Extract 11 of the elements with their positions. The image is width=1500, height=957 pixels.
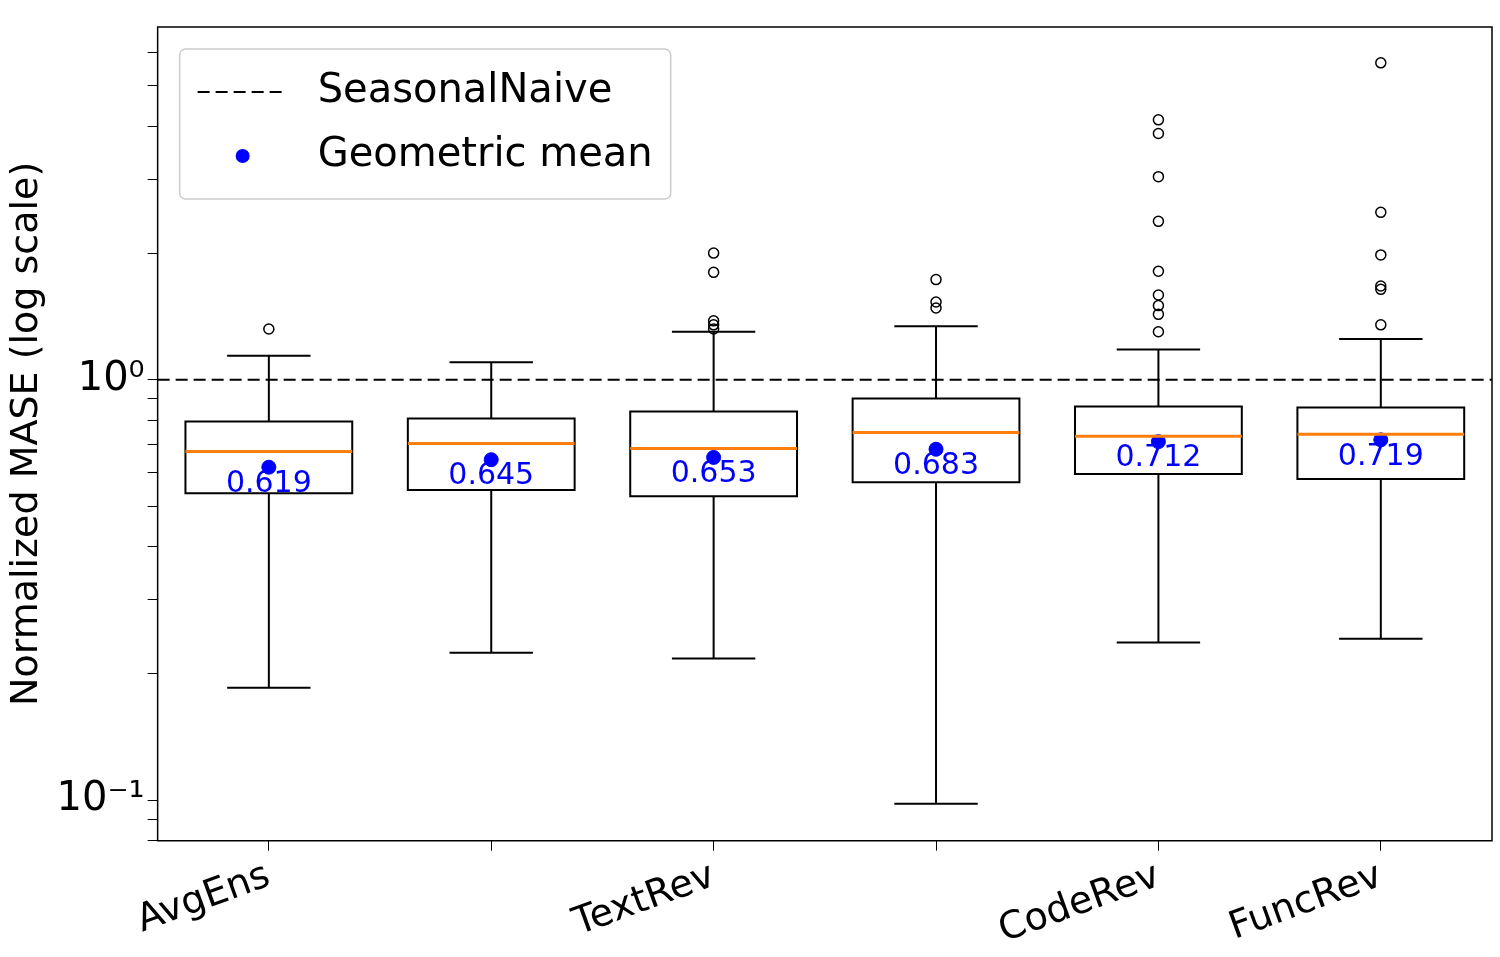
y-tick-label: 10⁰ (77, 353, 145, 400)
legend-label: SeasonalNaive (317, 65, 613, 112)
data-label: 0.719 (1337, 436, 1424, 472)
y-tick-label: 10⁻¹ (56, 773, 145, 820)
data-label: 0.653 (670, 454, 757, 490)
data-label: 0.683 (893, 446, 979, 482)
data-label: 0.619 (225, 464, 312, 499)
legend-label: Geometric mean (317, 129, 653, 176)
data-label: 0.712 (1115, 438, 1202, 474)
y-axis-title: Normalized MASE (log scale) (1, 161, 46, 706)
data-label: 0.645 (448, 456, 535, 492)
